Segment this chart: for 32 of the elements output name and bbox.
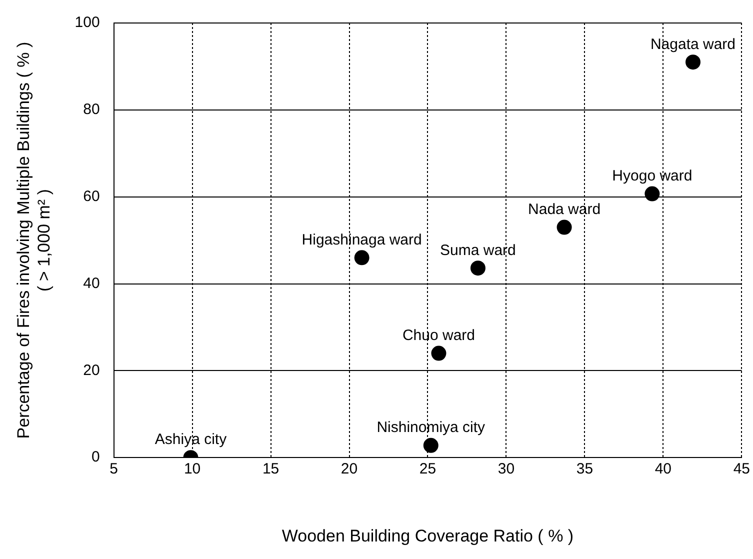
x-tick-label: 45 [733,460,750,478]
x-tick-label: 10 [184,460,201,478]
point [423,438,438,453]
point [644,186,660,202]
annotation: Nagata ward [650,36,736,53]
annotation: Chuo ward [402,326,476,344]
annotation: Nada ward [528,200,601,218]
x-tick-label: 30 [498,460,515,478]
x-tick-label: 15 [262,460,280,478]
x-tick-label: 35 [576,460,594,478]
point [354,250,370,266]
y-tick-label: 20 [83,362,100,379]
annotation: Higashinaga ward [302,231,422,248]
annotation: Ashiya city [154,431,228,448]
point [556,220,572,235]
x-tick-label: 20 [340,460,358,478]
y-tick-label: 100 [74,14,100,32]
point [431,346,446,361]
y-axis-title: Percentage of Fires involving Multiple Buildings ( % ) ( > 1,000 m² ) [14,42,54,439]
x-axis-title: Wooden Building Coverage Ratio ( % ) [282,526,574,546]
y-tick-label: 80 [83,101,100,118]
annotation: Suma ward [440,242,516,259]
annotation: Hyogo ward [612,167,692,184]
y-tick-label: 40 [83,274,100,292]
x-tick-label: 25 [419,460,436,478]
y-tick-label: 60 [83,188,100,205]
point [470,260,486,276]
y-tick-label: 0 [91,448,100,466]
x-tick-label: 40 [654,460,672,478]
annotation: Nishinomiya city [376,419,486,436]
x-tick-label: 5 [110,460,118,478]
point [686,54,700,70]
